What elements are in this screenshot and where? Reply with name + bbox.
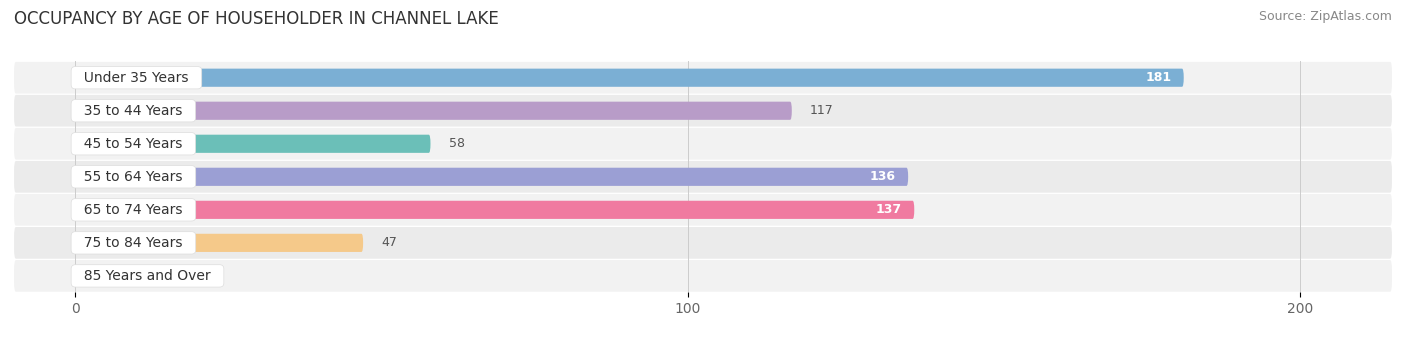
FancyBboxPatch shape xyxy=(14,260,1392,292)
Text: 137: 137 xyxy=(876,203,903,216)
Text: 47: 47 xyxy=(381,236,398,249)
FancyBboxPatch shape xyxy=(76,69,1184,87)
FancyBboxPatch shape xyxy=(14,161,1392,193)
Text: 75 to 84 Years: 75 to 84 Years xyxy=(76,236,191,250)
Text: 58: 58 xyxy=(449,137,465,150)
Text: Source: ZipAtlas.com: Source: ZipAtlas.com xyxy=(1258,10,1392,23)
FancyBboxPatch shape xyxy=(14,227,1392,259)
Text: 117: 117 xyxy=(810,104,834,117)
FancyBboxPatch shape xyxy=(76,168,908,186)
FancyBboxPatch shape xyxy=(14,128,1392,159)
Text: 65 to 74 Years: 65 to 74 Years xyxy=(76,203,191,217)
FancyBboxPatch shape xyxy=(76,234,363,252)
FancyBboxPatch shape xyxy=(76,135,430,153)
Text: 85 Years and Over: 85 Years and Over xyxy=(76,269,219,283)
FancyBboxPatch shape xyxy=(76,201,914,219)
Text: 35 to 44 Years: 35 to 44 Years xyxy=(76,104,191,118)
FancyBboxPatch shape xyxy=(76,267,180,285)
Text: 45 to 54 Years: 45 to 54 Years xyxy=(76,137,191,151)
Text: 17: 17 xyxy=(198,269,214,283)
Text: 55 to 64 Years: 55 to 64 Years xyxy=(76,170,191,184)
FancyBboxPatch shape xyxy=(14,62,1392,94)
FancyBboxPatch shape xyxy=(14,95,1392,126)
Text: Under 35 Years: Under 35 Years xyxy=(76,71,198,85)
FancyBboxPatch shape xyxy=(14,194,1392,226)
Text: 136: 136 xyxy=(870,170,896,183)
Text: OCCUPANCY BY AGE OF HOUSEHOLDER IN CHANNEL LAKE: OCCUPANCY BY AGE OF HOUSEHOLDER IN CHANN… xyxy=(14,10,499,28)
FancyBboxPatch shape xyxy=(76,102,792,120)
Text: 181: 181 xyxy=(1146,71,1171,84)
